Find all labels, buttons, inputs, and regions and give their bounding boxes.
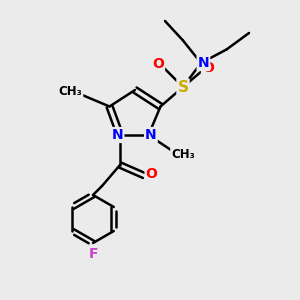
- Text: N: N: [198, 56, 209, 70]
- Text: CH₃: CH₃: [171, 148, 195, 161]
- Text: N: N: [112, 128, 123, 142]
- Text: CH₃: CH₃: [58, 85, 82, 98]
- Text: N: N: [145, 128, 157, 142]
- Text: O: O: [202, 61, 214, 74]
- Text: O: O: [146, 167, 158, 181]
- Text: S: S: [178, 80, 188, 94]
- Text: F: F: [88, 247, 98, 260]
- Text: O: O: [152, 58, 164, 71]
